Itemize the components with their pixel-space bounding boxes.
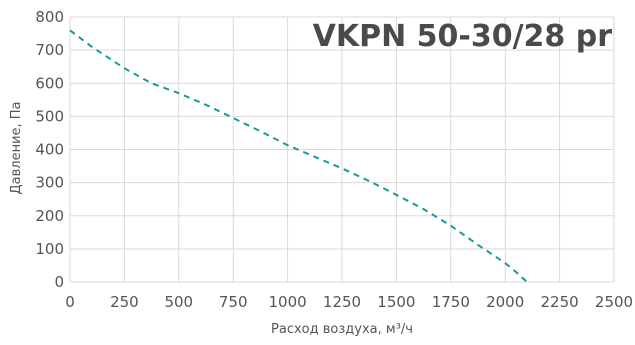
x-axis-label: Расход воздуха, м³/ч — [271, 322, 413, 337]
y-axis-label: Давление, Па — [9, 101, 24, 194]
y-tick-label: 800 — [35, 8, 64, 26]
y-tick-label: 200 — [35, 207, 64, 225]
series-line-0 — [69, 29, 528, 283]
x-tick-label: 1750 — [432, 293, 470, 311]
x-tick-label: 2500 — [595, 293, 633, 311]
x-tick-label: 1000 — [269, 293, 307, 311]
x-tick-label: 2250 — [541, 293, 579, 311]
x-tick-label: 250 — [110, 293, 139, 311]
x-tick-label: 2000 — [486, 293, 524, 311]
chart-title: VKPN 50-30/28 pr — [313, 19, 613, 54]
series-layer — [69, 29, 528, 283]
y-tick-label: 700 — [35, 41, 64, 59]
x-tick-label: 1250 — [323, 293, 361, 311]
y-tick-label: 0 — [54, 273, 64, 291]
y-tick-label: 300 — [35, 174, 64, 192]
x-tick-label: 0 — [65, 293, 75, 311]
x-tick-label: 1500 — [377, 293, 415, 311]
x-tick-label: 750 — [219, 293, 248, 311]
grid — [69, 16, 615, 283]
y-tick-label: 500 — [35, 107, 64, 125]
y-tick-label: 400 — [35, 141, 64, 159]
y-tick-label: 600 — [35, 74, 64, 92]
x-tick-label: 500 — [164, 293, 193, 311]
y-axis-ticks: 0 100 200 300 400 500 600 700 800 — [35, 8, 64, 291]
x-axis-ticks: 0 250 500 750 1000 1250 1500 1750 2000 2250 2500 — [65, 293, 633, 311]
y-tick-label: 100 — [35, 240, 64, 258]
